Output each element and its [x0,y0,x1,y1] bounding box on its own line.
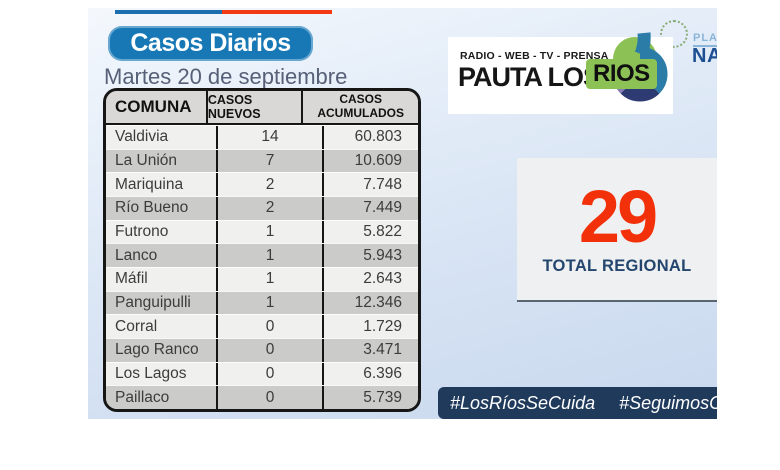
logo-brand-text: PAUTA LOS [458,62,601,92]
total-regional-card: 29 TOTAL REGIONAL [517,158,717,302]
cell-casos-nuevos: 1 [216,220,322,244]
table-row: Paillaco 0 5.739 [106,385,418,409]
cell-casos-nuevos: 1 [216,244,322,268]
pauta-los-rios-logo: RADIO - WEB - TV - PRENSA PAUTA LOS RIOS [448,32,673,114]
cell-comuna: Máfil [115,270,148,288]
cell-casos-acumulados: 10.609 [322,149,418,173]
cell-casos-acumulados: 12.346 [322,291,418,315]
circular-stamp-icon [660,20,688,48]
cell-casos-acumulados: 2.643 [322,268,418,291]
cell-casos-nuevos: 2 [216,197,322,220]
cell-casos-nuevos: 0 [216,386,322,409]
cell-comuna: Lago Ranco [115,341,199,359]
total-regional-value: 29 [578,175,658,259]
cell-comuna: Los Lagos [115,365,187,383]
table-body: Valdivia 14 60.803 La Unión 7 10.609 Mar… [106,125,418,409]
hashtag-los-rios-se-cuida: #LosRíosSeCuida [450,392,596,413]
table-row: Río Bueno 2 7.449 [106,196,418,220]
cell-casos-nuevos: 0 [216,339,322,362]
cell-casos-nuevos: 14 [216,126,322,149]
table-row: Valdivia 14 60.803 [106,125,418,149]
table-row: Lago Ranco 0 3.471 [106,338,418,362]
table-row: Mariquina 2 7.748 [106,172,418,197]
cell-comuna: Corral [115,317,158,335]
table-row: Futrono 1 5.822 [106,219,418,244]
hashtag-ribbon: #LosRíosSeCuida #SeguimosCu [438,387,717,419]
table-row: Los Lagos 0 6.396 [106,361,418,386]
nav-logo-text: NAV [692,45,717,67]
cell-comuna: Futrono [115,223,169,241]
cell-casos-nuevos: 0 [216,315,322,339]
cell-casos-acumulados: 6.396 [322,362,418,386]
table-header-row: COMUNA CASOS NUEVOS CASOS ACUMULADOS [106,91,418,125]
cell-casos-acumulados: 60.803 [322,126,418,149]
cell-casos-nuevos: 2 [216,173,322,197]
cell-comuna: Valdivia [115,128,169,146]
cell-casos-acumulados: 1.729 [322,315,418,339]
table-row: La Unión 7 10.609 [106,148,418,173]
table-row: Lanco 1 5.943 [106,243,418,268]
cell-casos-nuevos: 1 [216,291,322,315]
cell-casos-acumulados: 7.449 [322,197,418,220]
infographic-slide: Casos Diarios Martes 20 de septiembre CO… [88,8,717,419]
cell-casos-acumulados: 3.471 [322,339,418,362]
header-casos-nuevos: CASOS NUEVOS [205,91,302,123]
date-label: Martes 20 de septiembre [104,64,348,89]
table-row: Panguipulli 1 12.346 [106,290,418,315]
cell-casos-acumulados: 7.748 [322,173,418,197]
header-comuna: COMUNA [115,97,192,116]
page-title: Casos Diarios [108,26,313,61]
total-regional-label: TOTAL REGIONAL [542,256,692,275]
cases-table: COMUNA CASOS NUEVOS CASOS ACUMULADOS Val… [103,88,421,412]
cell-casos-acumulados: 5.822 [322,220,418,244]
cell-casos-nuevos: 1 [216,268,322,291]
cell-comuna: La Unión [115,152,178,169]
top-bar-red-segment [222,10,332,14]
hashtag-seguimos-cuidandonos: #SeguimosCu [619,392,717,413]
cell-casos-nuevos: 0 [216,362,322,386]
top-bar-blue-segment [115,10,222,14]
cell-casos-nuevos: 7 [216,149,322,173]
table-row: Máfil 1 2.643 [106,267,418,291]
logo-rios-badge: RIOS [586,59,657,89]
header-casos-acumulados: CASOS ACUMULADOS [301,91,418,123]
page-title-label: Casos Diarios [130,29,291,57]
cell-comuna: Paillaco [115,388,170,406]
cell-comuna: Mariquina [115,175,184,193]
cell-casos-acumulados: 5.943 [322,244,418,268]
cell-casos-acumulados: 5.739 [322,386,418,409]
logo-tagline: RADIO - WEB - TV - PRENSA [460,50,609,62]
table-row: Corral 0 1.729 [106,314,418,339]
cell-comuna: Panguipulli [115,294,191,312]
cell-comuna: Lanco [115,246,158,264]
cell-comuna: Río Bueno [115,199,189,217]
